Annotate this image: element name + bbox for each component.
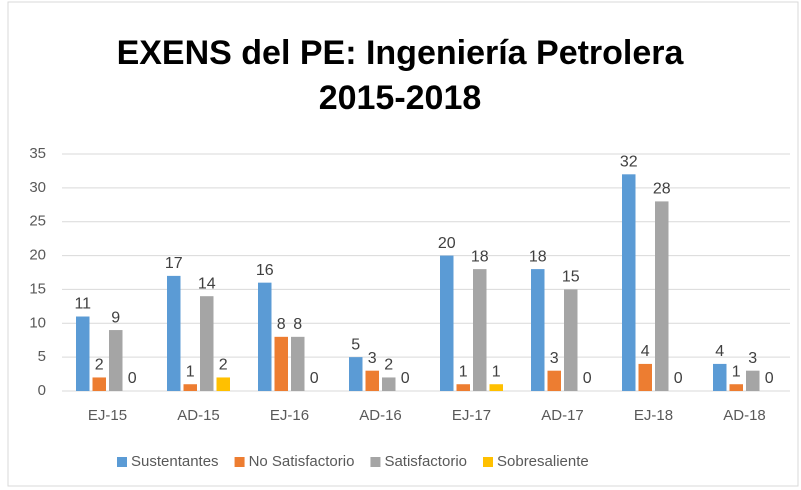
- y-tick-label: 5: [38, 348, 46, 365]
- y-tick-label: 20: [29, 247, 46, 264]
- bar: [440, 255, 454, 391]
- y-tick-label: 25: [29, 213, 46, 230]
- chart-title: 2015-2018: [319, 79, 482, 117]
- bar: [638, 363, 652, 391]
- y-tick-label: 15: [29, 280, 46, 297]
- bar: [258, 282, 272, 391]
- data-label: 1: [459, 363, 468, 380]
- bar: [456, 384, 470, 391]
- y-tick-label: 30: [29, 179, 46, 196]
- y-tick-label: 35: [29, 145, 46, 162]
- bar: [167, 275, 181, 391]
- legend-label: Sustentantes: [131, 453, 219, 470]
- bar: [76, 316, 90, 391]
- data-label: 0: [128, 370, 137, 387]
- bar: [200, 296, 214, 391]
- bar: [655, 201, 669, 391]
- data-label: 16: [256, 262, 274, 279]
- y-tick-label: 0: [38, 382, 46, 399]
- legend-swatch: [483, 457, 493, 467]
- legend-swatch: [370, 457, 381, 467]
- bar: [547, 370, 561, 391]
- data-label: 3: [368, 350, 377, 367]
- data-label: 0: [310, 370, 319, 387]
- data-label: 4: [715, 343, 724, 360]
- data-label: 2: [219, 357, 228, 374]
- data-label: 2: [95, 357, 104, 374]
- bar: [92, 377, 106, 391]
- data-label: 3: [550, 350, 559, 367]
- x-tick-label: AD-16: [359, 407, 402, 424]
- bar: [729, 384, 743, 391]
- bar: [183, 384, 197, 391]
- bar: [109, 330, 123, 391]
- bar: [382, 377, 396, 391]
- data-label: 5: [351, 336, 360, 353]
- bar: [622, 174, 636, 391]
- data-label: 1: [492, 363, 501, 380]
- data-label: 0: [674, 370, 683, 387]
- bar: [365, 370, 379, 391]
- x-tick-label: AD-15: [177, 407, 220, 424]
- data-label: 17: [165, 255, 183, 272]
- bar: [489, 384, 503, 391]
- chart-title: EXENS del PE: Ingeniería Petrolera: [117, 34, 685, 72]
- bar: [746, 370, 760, 391]
- x-tick-label: AD-17: [541, 407, 584, 424]
- bar: [531, 269, 545, 391]
- x-tick-label: EJ-17: [452, 407, 491, 424]
- data-label: 0: [583, 370, 592, 387]
- legend-swatch: [117, 457, 127, 467]
- bar: [274, 336, 288, 391]
- x-tick-label: EJ-18: [634, 407, 673, 424]
- bar: [564, 289, 578, 391]
- x-tick-label: EJ-15: [88, 407, 127, 424]
- x-tick-label: EJ-16: [270, 407, 309, 424]
- data-label: 20: [438, 235, 456, 252]
- legend-swatch: [234, 457, 245, 467]
- bar: [291, 336, 305, 391]
- legend-label: No Satisfactorio: [249, 453, 355, 470]
- bar: [349, 357, 363, 391]
- data-label: 2: [384, 357, 393, 374]
- legend-label: Satisfactorio: [384, 453, 467, 470]
- bar: [473, 269, 487, 391]
- data-label: 14: [198, 275, 216, 292]
- data-label: 1: [732, 363, 741, 380]
- data-label: 9: [111, 309, 120, 326]
- data-label: 15: [562, 269, 580, 286]
- data-label: 28: [653, 181, 671, 198]
- y-tick-label: 10: [29, 314, 46, 331]
- bar: [216, 377, 230, 391]
- data-label: 0: [401, 370, 410, 387]
- data-label: 8: [293, 316, 302, 333]
- data-label: 18: [471, 248, 489, 265]
- legend-label: Sobresaliente: [497, 453, 589, 470]
- data-label: 11: [74, 296, 91, 313]
- data-label: 3: [748, 350, 757, 367]
- data-label: 32: [620, 154, 638, 171]
- data-label: 8: [277, 316, 286, 333]
- bar: [713, 363, 727, 391]
- data-label: 18: [529, 248, 547, 265]
- data-label: 4: [641, 343, 650, 360]
- data-label: 0: [765, 370, 774, 387]
- data-label: 1: [186, 363, 195, 380]
- x-tick-label: AD-18: [723, 407, 766, 424]
